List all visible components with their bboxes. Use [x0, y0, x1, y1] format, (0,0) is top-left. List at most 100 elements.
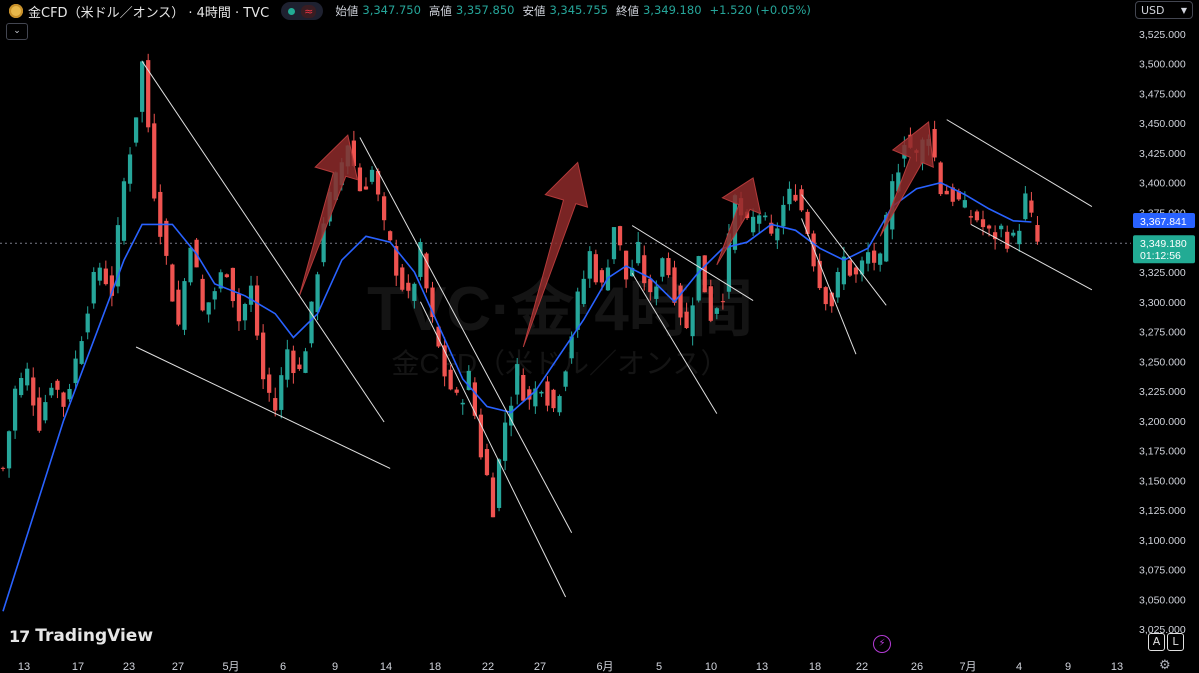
candle-body	[291, 350, 296, 374]
log-scale-button[interactable]: L	[1167, 633, 1184, 651]
y-tick-label: 3,225.000	[1139, 386, 1186, 398]
candle-body	[611, 227, 617, 260]
x-tick-label: 18	[429, 661, 441, 673]
candle-body	[986, 225, 992, 229]
candle-body	[31, 377, 36, 406]
candle-body	[696, 256, 701, 301]
up-arrow-annotation	[522, 161, 589, 348]
y-tick-label: 3,200.000	[1139, 416, 1186, 428]
gear-icon[interactable]: ⚙	[1159, 658, 1171, 673]
last-price-label: 3,349.180	[1140, 238, 1187, 250]
candle-body	[793, 194, 798, 201]
candle-body	[242, 304, 248, 321]
candle-body	[490, 477, 496, 518]
candle-body	[115, 225, 121, 287]
price-axis[interactable]: 3,025.0003,050.0003,075.0003,100.0003,12…	[1139, 29, 1186, 636]
trendline	[141, 61, 385, 423]
tradingview-logo-icon: 17	[9, 626, 30, 646]
candle-body	[152, 123, 157, 199]
x-tick-label: 23	[123, 661, 135, 673]
candle-body	[430, 287, 435, 318]
candle-body	[6, 431, 12, 469]
candle-body	[67, 388, 72, 400]
candle-body	[853, 267, 859, 275]
candle-body	[708, 286, 713, 321]
y-tick-label: 3,300.000	[1139, 297, 1186, 309]
candle-body	[496, 459, 502, 508]
candle-body	[660, 258, 665, 277]
candle-body	[267, 374, 272, 393]
candle-body	[466, 370, 471, 390]
candle-body	[1005, 231, 1010, 249]
candle-body	[261, 332, 266, 380]
candle-body	[424, 253, 429, 289]
up-arrow-annotation	[716, 177, 762, 266]
trendlines[interactable]	[135, 61, 1093, 598]
candle-body	[992, 232, 998, 240]
candle-body	[460, 402, 465, 405]
candle-body	[823, 287, 828, 305]
candle-body	[702, 255, 707, 293]
watermark: TVC·金·4時間 金CFD（米ドル／オンス）	[367, 275, 753, 379]
candle-body	[394, 246, 399, 276]
candle-body	[829, 292, 834, 307]
chevron-down-icon: ⌄	[13, 26, 21, 36]
trendline	[631, 225, 754, 301]
x-tick-label: 22	[856, 661, 868, 673]
candle-body	[781, 204, 786, 227]
market-status[interactable]: ≈	[281, 2, 324, 20]
candle-body	[684, 311, 689, 329]
candle-body	[303, 351, 308, 373]
currency-selector[interactable]: USD ▼	[1135, 1, 1193, 19]
candle-body	[623, 250, 629, 280]
candle-body	[878, 253, 883, 265]
candle-body	[309, 301, 314, 344]
candle-body	[224, 274, 229, 278]
candle-body	[678, 285, 683, 318]
candle-body	[79, 341, 84, 364]
y-tick-label: 3,175.000	[1139, 446, 1186, 458]
candle-body	[865, 252, 871, 264]
auto-scale-button[interactable]: A	[1148, 633, 1165, 651]
x-tick-label: 26	[911, 661, 923, 673]
time-axis[interactable]: 13 17 23 27 5月 6 9 14 18 22 27 6月 5 10 13 18 22 26 7月 4 9 13	[18, 661, 1123, 673]
symbol-interval: · 4時間 · TVC	[188, 5, 270, 21]
candle-body	[515, 364, 520, 395]
candle-body	[127, 154, 133, 184]
candle-body	[884, 214, 889, 262]
y-tick-label: 3,450.000	[1139, 118, 1186, 130]
x-tick-label: 6	[280, 661, 286, 673]
candle-body	[896, 172, 901, 192]
flash-icon[interactable]: ⚡	[873, 635, 891, 653]
candle-body	[581, 278, 586, 305]
candle-body	[121, 181, 127, 241]
low-label: 安値	[522, 4, 546, 18]
candle-body	[206, 302, 211, 315]
candle-body	[273, 398, 278, 411]
candle-body	[1023, 193, 1028, 220]
candle-body	[551, 389, 556, 409]
candle-body	[944, 190, 949, 195]
collapse-legend-button[interactable]: ⌄	[6, 23, 28, 40]
symbol-title[interactable]: 金CFD（米ドル／オンス）	[28, 5, 185, 21]
candle-body	[297, 364, 302, 370]
candle-body	[587, 251, 592, 279]
annotation-arrows[interactable]	[298, 121, 934, 348]
candle-body	[146, 60, 151, 128]
candle-body	[714, 308, 719, 314]
candle-body	[369, 169, 375, 182]
x-tick-label: 14	[380, 661, 392, 673]
candle-body	[140, 61, 145, 112]
candle-body	[12, 388, 18, 431]
trendline	[359, 137, 573, 533]
y-tick-label: 3,100.000	[1139, 535, 1186, 547]
y-tick-label: 3,150.000	[1139, 475, 1186, 487]
x-tick-label: 6月	[596, 661, 613, 673]
candle-body	[363, 186, 369, 190]
candle-body	[569, 336, 574, 359]
x-tick-label: 27	[172, 661, 184, 673]
candle-body	[472, 382, 477, 416]
candle-body	[648, 278, 653, 293]
tradingview-logo[interactable]: 17 TradingView	[9, 626, 153, 646]
